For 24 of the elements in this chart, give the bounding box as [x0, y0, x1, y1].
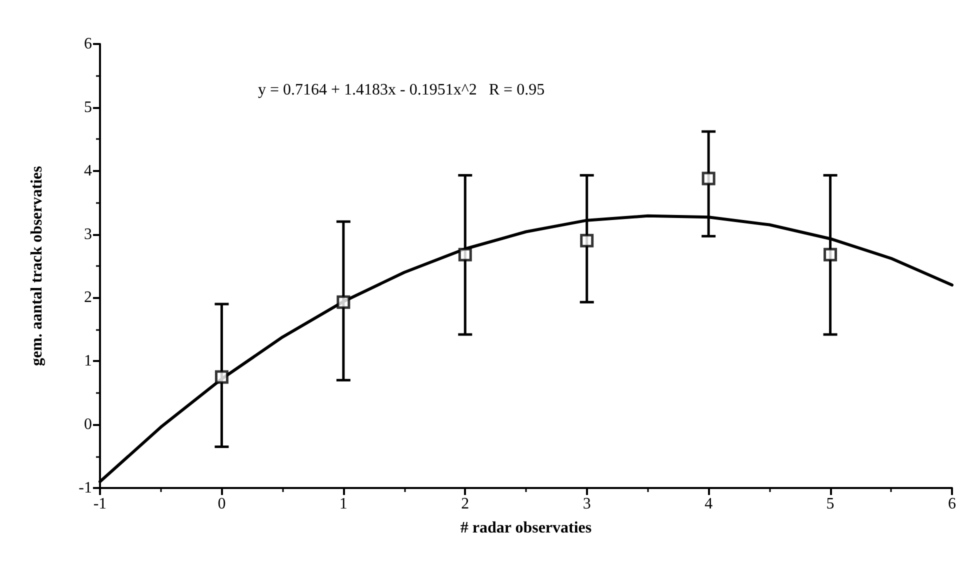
- y-tick-label: 4: [84, 162, 92, 180]
- point: [702, 172, 716, 186]
- x-tick-label: 5: [826, 496, 834, 512]
- y-tick-label: 2: [84, 289, 92, 306]
- y-tick-label: 3: [84, 226, 92, 243]
- x-axis-title: # radar observaties: [460, 520, 592, 536]
- point: [824, 248, 838, 262]
- x-tick-label: 1: [339, 496, 348, 512]
- y-tick-label: 1: [84, 352, 92, 370]
- y-axis-title: gem. aantal track observaties: [28, 166, 46, 366]
- x-tick-label: 4: [704, 496, 713, 512]
- x-tick-label: 6: [948, 496, 956, 512]
- point: [214, 370, 228, 384]
- x-tick-label: 3: [582, 496, 591, 512]
- y-tick-label: -1: [78, 480, 92, 496]
- y-tick-label: 6: [84, 36, 92, 52]
- annotation: y = 0.7164 + 1.4183x - 0.1951x^2 R = 0.95: [258, 82, 545, 98]
- x-tick-label: 2: [461, 496, 470, 512]
- point: [580, 234, 594, 248]
- y-tick-label: 0: [84, 416, 92, 434]
- point: [336, 295, 350, 309]
- point: [458, 248, 472, 262]
- y-tick-label: 5: [84, 98, 92, 116]
- x-tick-label: 0: [218, 496, 226, 512]
